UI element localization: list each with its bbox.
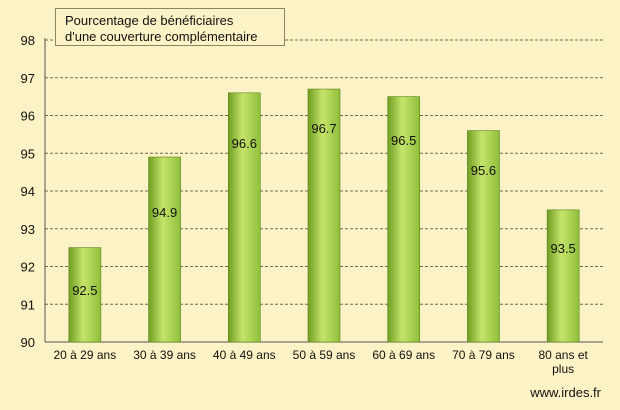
chart-title-box: Pourcentage de bénéficiaires d'une couve…	[55, 8, 285, 46]
x-tick-label: 40 à 49 ans	[213, 348, 276, 362]
x-tick-label: 70 à 79 ans	[452, 348, 515, 362]
y-tick-label: 97	[21, 71, 35, 86]
y-tick-label: 92	[21, 260, 35, 275]
source-label: www.irdes.fr	[530, 385, 601, 400]
y-tick-label: 91	[21, 297, 35, 312]
y-tick-label: 93	[21, 222, 35, 237]
y-tick-label: 95	[21, 146, 35, 161]
bar	[467, 130, 500, 343]
y-tick-label: 96	[21, 109, 35, 124]
chart-title-line-1: Pourcentage de bénéficiaires	[65, 13, 234, 28]
data-label: 96.6	[232, 136, 257, 151]
bar	[307, 88, 341, 343]
chart-title-line-2: d'une couverture complémentaire	[65, 29, 258, 44]
y-tick-label: 90	[21, 335, 35, 350]
x-tick-label: plus	[552, 362, 574, 376]
x-tick-label: 30 à 39 ans	[133, 348, 196, 362]
data-label: 94.9	[152, 205, 177, 220]
x-tick-label: 20 à 29 ans	[53, 348, 116, 362]
bar	[546, 209, 580, 343]
x-tick-label: 50 à 59 ans	[293, 348, 356, 362]
x-tick-label: 60 à 69 ans	[372, 348, 435, 362]
bar	[148, 156, 181, 343]
bar	[68, 247, 102, 343]
data-label: 96.5	[391, 133, 416, 148]
bar	[227, 92, 261, 343]
y-tick-label: 98	[21, 33, 35, 48]
x-tick-label: 80 ans et	[538, 348, 588, 362]
data-label: 95.6	[471, 163, 496, 178]
data-label: 93.5	[550, 241, 575, 256]
bar	[387, 96, 421, 343]
y-tick-label: 94	[21, 184, 35, 199]
data-label: 96.7	[311, 121, 336, 136]
data-label: 92.5	[72, 283, 97, 298]
